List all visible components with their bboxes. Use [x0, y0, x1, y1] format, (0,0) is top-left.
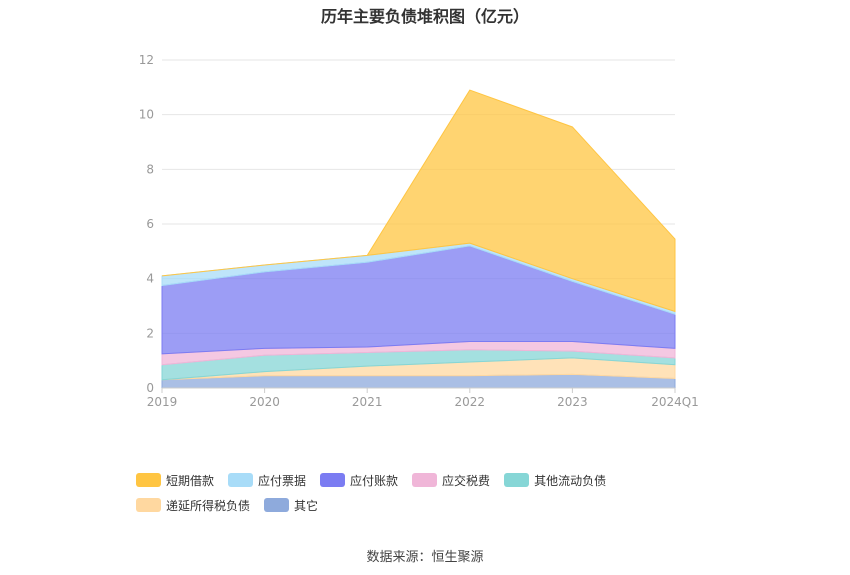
x-tick-label: 2019 — [147, 395, 178, 409]
legend-item-应付账款[interactable]: 应付账款 — [320, 472, 398, 488]
legend-label: 应付票据 — [258, 473, 307, 488]
legend-item-应付票据[interactable]: 应付票据 — [228, 472, 306, 488]
legend-label: 其它 — [294, 498, 319, 513]
legend-swatch — [136, 473, 161, 487]
legend-item-短期借款[interactable]: 短期借款 — [136, 472, 214, 488]
y-tick-label: 6 — [146, 217, 154, 231]
legend-item-其他流动负债[interactable]: 其他流动负债 — [504, 472, 606, 488]
legend-swatch — [504, 473, 530, 487]
legend-swatch — [136, 498, 161, 512]
legend-label: 短期借款 — [166, 473, 215, 488]
legend-label: 其他流动负债 — [534, 473, 607, 488]
legend-item-其它[interactable]: 其它 — [264, 497, 318, 513]
legend: 短期借款 应付票据 应付账款 应交税费 其他流动负债递延所得税负债 其它 — [136, 472, 736, 522]
y-tick-label: 12 — [139, 53, 154, 67]
legend-swatch — [320, 473, 346, 487]
area-series-group — [161, 89, 676, 389]
x-tick-label: 2020 — [249, 395, 280, 409]
source-note: 数据来源：恒生聚源 — [366, 550, 484, 565]
y-tick-label: 0 — [146, 381, 154, 395]
legend-swatch — [264, 498, 290, 512]
legend-label: 递延所得税负债 — [166, 498, 251, 513]
legend-swatch — [412, 473, 438, 487]
legend-swatch — [228, 473, 254, 487]
legend-label: 应交税费 — [442, 473, 491, 488]
legend-label: 应付账款 — [350, 473, 399, 488]
area-series-短期借款[interactable] — [161, 89, 676, 313]
y-tick-label: 10 — [139, 108, 154, 122]
y-tick-label: 4 — [146, 272, 154, 286]
x-tick-label: 2024Q1 — [651, 395, 699, 409]
x-tick-label: 2022 — [455, 395, 486, 409]
y-tick-label: 8 — [146, 162, 154, 176]
axes: 0 2 4 6 8 10 12 2019 2020 2021 2022 2023 2024Q1 — [139, 53, 699, 409]
chart-title: 历年主要负债堆积图（亿元） — [320, 7, 529, 26]
x-tick-label: 2023 — [557, 395, 588, 409]
y-tick-label: 2 — [146, 326, 154, 340]
legend-item-递延所得税负债[interactable]: 递延所得税负债 — [136, 497, 250, 513]
legend-item-应交税费[interactable]: 应交税费 — [412, 472, 490, 488]
x-tick-label: 2021 — [352, 395, 383, 409]
